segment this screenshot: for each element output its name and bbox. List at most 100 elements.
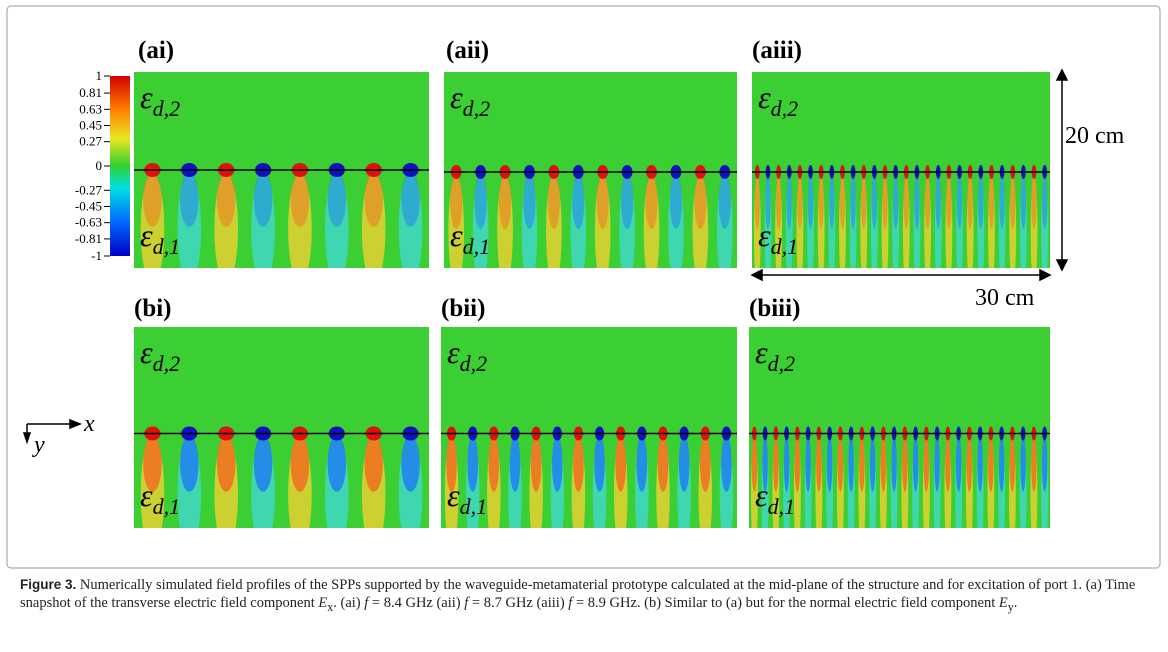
panel-label: (bii) xyxy=(441,295,485,322)
caption-sub: x xyxy=(327,599,334,614)
field-lobe xyxy=(966,435,973,492)
field-lobe xyxy=(967,173,973,229)
field-lobe xyxy=(1031,435,1037,492)
field-lobe xyxy=(450,173,463,229)
field-lobe xyxy=(807,173,814,229)
field-lobe xyxy=(678,435,690,492)
field-map xyxy=(749,327,1050,528)
field-lobe xyxy=(523,173,536,229)
field-lobe xyxy=(364,435,383,492)
permittivity-symbol: ε xyxy=(140,334,153,370)
permittivity-label: εd,1 xyxy=(140,217,180,259)
field-lobe xyxy=(636,435,648,492)
permittivity-label: εd,1 xyxy=(758,217,798,259)
field-lobe xyxy=(143,171,162,227)
colorbar xyxy=(110,76,130,256)
colorbar-tick-label: -0.81 xyxy=(75,231,102,246)
field-lobe xyxy=(1042,173,1048,229)
field-lobe xyxy=(999,173,1005,229)
field-lobe xyxy=(573,435,584,492)
axis-y-label: y xyxy=(32,432,45,458)
field-lobe xyxy=(859,435,865,492)
panel-label: (aiii) xyxy=(752,37,802,64)
permittivity-subscript: d,2 xyxy=(771,96,799,121)
permittivity-symbol: ε xyxy=(758,217,771,253)
field-lobe xyxy=(1020,435,1026,492)
field-lobe xyxy=(893,173,899,229)
field-lobe xyxy=(882,173,888,229)
permittivity-label: εd,2 xyxy=(140,79,180,121)
field-map xyxy=(444,72,737,268)
axis-x-label: x xyxy=(83,411,95,437)
permittivity-symbol: ε xyxy=(755,477,768,513)
field-lobe xyxy=(956,173,963,229)
colorbar-tick-label: -0.45 xyxy=(75,199,102,214)
field-lobe xyxy=(143,435,162,492)
colorbar-tick-label: -0.63 xyxy=(75,215,102,230)
field-lobe xyxy=(805,435,811,492)
permittivity-subscript: d,2 xyxy=(463,96,491,121)
permittivity-subscript: d,1 xyxy=(463,234,491,259)
field-lobe xyxy=(935,173,941,229)
permittivity-symbol: ε xyxy=(450,79,463,115)
field-lobe xyxy=(1041,435,1048,492)
field-layer xyxy=(134,327,429,528)
field-lobe xyxy=(253,171,273,227)
field-layer xyxy=(444,72,737,268)
field-map xyxy=(752,72,1050,268)
field-lobe xyxy=(751,435,758,492)
caption-sub: y xyxy=(1007,599,1014,614)
colorbar-tick-label: 1 xyxy=(96,68,103,83)
field-lobe xyxy=(914,173,920,229)
field-lobe xyxy=(1020,173,1027,229)
field-lobe xyxy=(572,173,585,229)
field-lobe xyxy=(1031,173,1037,229)
permittivity-subscript: d,1 xyxy=(768,494,796,519)
field-lobe xyxy=(327,171,347,227)
field-lobe xyxy=(718,173,731,229)
field-lobe xyxy=(880,435,887,492)
permittivity-subscript: d,1 xyxy=(153,494,181,519)
field-lobe xyxy=(839,173,846,229)
caption-text: = 8.4 GHz (aii) xyxy=(368,595,465,611)
field-lobe xyxy=(869,435,876,492)
field-lobe xyxy=(180,171,199,227)
permittivity-label: εd,1 xyxy=(755,477,795,519)
permittivity-label: εd,2 xyxy=(140,334,180,376)
field-lobe xyxy=(290,435,310,492)
field-lobe xyxy=(669,173,683,229)
field-lobe xyxy=(615,435,626,492)
colorbar-tick-label: 0.27 xyxy=(79,134,102,149)
field-lobe xyxy=(903,173,909,229)
permittivity-label: εd,2 xyxy=(758,79,798,121)
field-lobe xyxy=(924,173,931,229)
field-lobe xyxy=(552,435,563,492)
field-lobe xyxy=(180,435,199,492)
field-lobe xyxy=(988,173,995,229)
caption-text: . xyxy=(1013,595,1018,611)
caption: Figure 3. Numerically simulated field pr… xyxy=(20,576,1145,616)
caption-math: f xyxy=(364,595,369,611)
permittivity-symbol: ε xyxy=(140,79,153,115)
caption-label: Figure 3. xyxy=(20,577,77,592)
height-label: 20 cm xyxy=(1065,123,1125,149)
field-map xyxy=(134,327,429,528)
field-lobe xyxy=(290,171,310,227)
field-lobe xyxy=(829,173,835,229)
permittivity-label: εd,1 xyxy=(140,477,180,519)
field-lobe xyxy=(988,435,994,492)
colorbar-tick-label: 0.81 xyxy=(79,85,102,100)
field-lobe xyxy=(754,173,760,229)
permittivity-symbol: ε xyxy=(450,217,463,253)
field-lobe xyxy=(826,435,833,492)
field-layer xyxy=(134,72,429,268)
field-lobe xyxy=(762,435,768,492)
field-lobe xyxy=(945,435,951,492)
field-lobe xyxy=(474,173,487,229)
field-lobe xyxy=(401,171,420,227)
field-map xyxy=(134,72,429,268)
permittivity-symbol: ε xyxy=(140,477,153,513)
field-lobe xyxy=(721,435,732,492)
field-layer xyxy=(749,327,1050,528)
field-lobe xyxy=(871,173,878,229)
